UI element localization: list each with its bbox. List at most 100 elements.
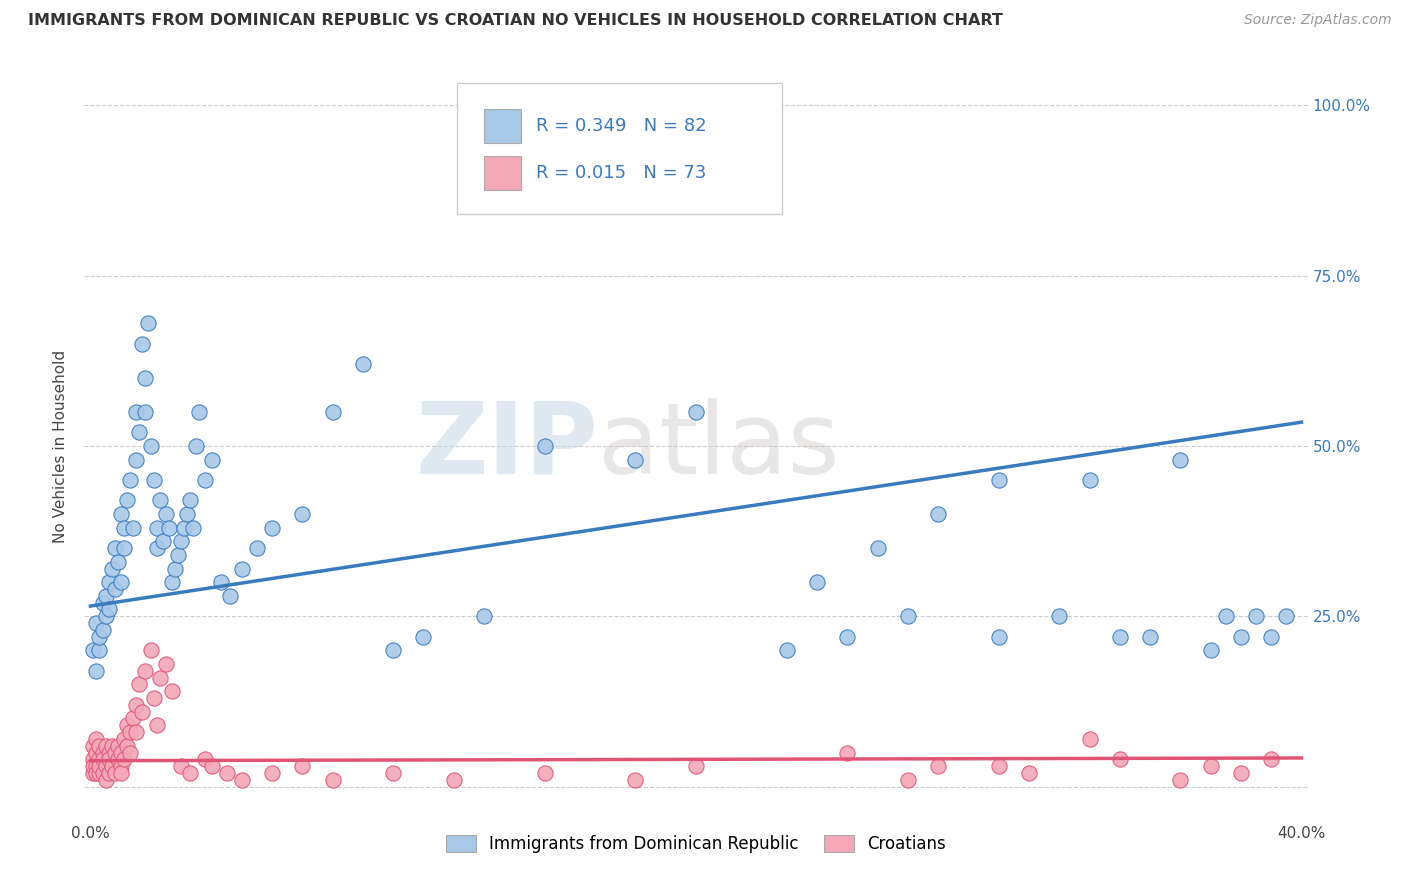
Point xyxy=(352,357,374,371)
FancyBboxPatch shape xyxy=(484,109,522,143)
Point xyxy=(897,609,920,624)
Point xyxy=(86,746,108,760)
Point xyxy=(89,759,111,773)
Point xyxy=(1018,766,1040,780)
Point xyxy=(152,534,174,549)
Text: R = 0.015   N = 73: R = 0.015 N = 73 xyxy=(536,164,706,182)
Legend: Immigrants from Dominican Republic, Croatians: Immigrants from Dominican Republic, Croa… xyxy=(437,826,955,861)
Point xyxy=(112,731,135,746)
Point xyxy=(82,759,104,773)
Point xyxy=(322,405,344,419)
Point xyxy=(100,561,122,575)
Point xyxy=(1260,752,1282,766)
Point xyxy=(927,759,949,773)
Point xyxy=(97,746,120,760)
Point xyxy=(89,766,111,780)
Point xyxy=(1047,609,1070,624)
Point xyxy=(104,746,127,760)
Point xyxy=(110,507,132,521)
Point xyxy=(107,739,129,753)
Point xyxy=(776,643,799,657)
Point xyxy=(231,561,253,575)
Point xyxy=(188,405,211,419)
Point xyxy=(160,684,183,698)
Point xyxy=(1260,630,1282,644)
Point xyxy=(91,746,114,760)
Point xyxy=(472,609,495,624)
Point xyxy=(1244,609,1267,624)
Point xyxy=(118,473,141,487)
Point xyxy=(1230,766,1253,780)
Point xyxy=(200,759,222,773)
Point xyxy=(143,691,166,706)
Point xyxy=(89,630,111,644)
Point xyxy=(91,596,114,610)
Point xyxy=(110,575,132,590)
Point xyxy=(806,575,828,590)
Point xyxy=(121,711,143,725)
Point xyxy=(1199,759,1222,773)
Point xyxy=(110,759,132,773)
Point xyxy=(100,759,122,773)
Point xyxy=(382,643,405,657)
Point xyxy=(110,766,132,780)
Point xyxy=(167,548,190,562)
Point xyxy=(112,521,135,535)
Point xyxy=(1215,609,1237,624)
Point xyxy=(1170,452,1192,467)
Point xyxy=(987,759,1010,773)
Point xyxy=(125,698,148,712)
Point xyxy=(200,452,222,467)
Point xyxy=(139,643,162,657)
Point xyxy=(91,766,114,780)
Point xyxy=(94,609,117,624)
Point xyxy=(170,534,193,549)
FancyBboxPatch shape xyxy=(457,83,782,214)
Point xyxy=(1199,643,1222,657)
Point xyxy=(128,425,150,440)
Point xyxy=(125,452,148,467)
Point xyxy=(215,766,238,780)
Point xyxy=(533,439,555,453)
Point xyxy=(134,664,156,678)
Point xyxy=(246,541,269,556)
Point xyxy=(115,493,138,508)
Point xyxy=(897,772,920,787)
Point xyxy=(86,759,108,773)
Point xyxy=(94,739,117,753)
Point xyxy=(157,521,180,535)
Point xyxy=(97,766,120,780)
Point xyxy=(107,555,129,569)
Point xyxy=(1078,473,1101,487)
Text: ZIP: ZIP xyxy=(415,398,598,494)
Point xyxy=(443,772,465,787)
Point xyxy=(112,541,135,556)
Point xyxy=(118,746,141,760)
Point xyxy=(149,493,172,508)
Point xyxy=(110,746,132,760)
Point xyxy=(86,766,108,780)
Point xyxy=(412,630,434,644)
Point xyxy=(183,521,205,535)
Point xyxy=(1108,752,1130,766)
Point xyxy=(115,739,138,753)
Point xyxy=(91,752,114,766)
Point xyxy=(97,602,120,616)
Point xyxy=(91,623,114,637)
Point xyxy=(89,739,111,753)
Point xyxy=(134,405,156,419)
Point xyxy=(146,541,169,556)
Point xyxy=(927,507,949,521)
Y-axis label: No Vehicles in Household: No Vehicles in Household xyxy=(53,350,69,542)
Point xyxy=(128,677,150,691)
Point xyxy=(89,752,111,766)
Point xyxy=(149,671,172,685)
Point xyxy=(209,575,232,590)
Point xyxy=(194,473,217,487)
Point xyxy=(86,616,108,631)
Point xyxy=(1108,630,1130,644)
Point xyxy=(82,752,104,766)
Point xyxy=(179,766,201,780)
Text: Source: ZipAtlas.com: Source: ZipAtlas.com xyxy=(1244,13,1392,28)
Point xyxy=(134,371,156,385)
